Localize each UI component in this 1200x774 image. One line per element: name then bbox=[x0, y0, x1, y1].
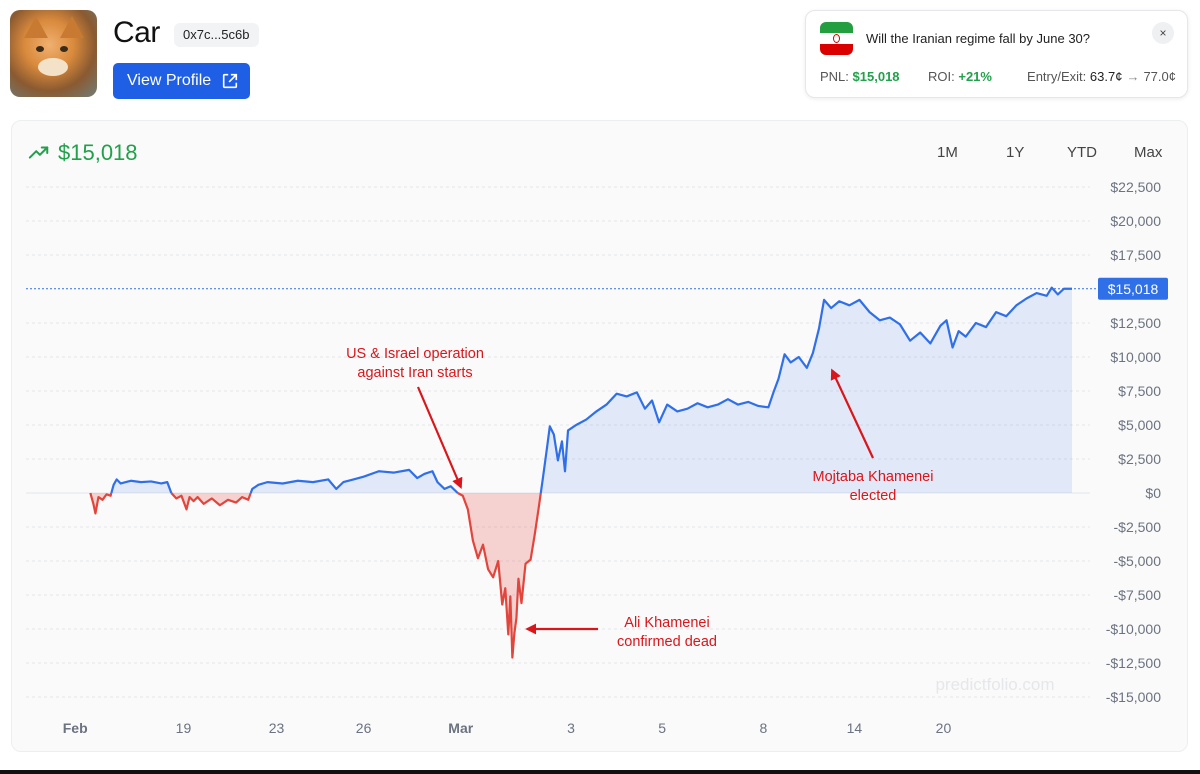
y-tick-label: -$5,000 bbox=[1114, 553, 1162, 569]
negative-line-segment bbox=[457, 492, 542, 659]
negative-line-segment bbox=[170, 492, 252, 511]
y-tick-label: $2,500 bbox=[1118, 451, 1161, 467]
close-icon[interactable]: × bbox=[1152, 22, 1174, 44]
current-value-label: $15,018 bbox=[1108, 281, 1159, 297]
pnl-label: PNL: bbox=[820, 69, 849, 84]
negative-area bbox=[171, 493, 251, 510]
y-tick-label: $0 bbox=[1145, 485, 1161, 501]
trending-up-icon bbox=[28, 146, 49, 159]
positive-area bbox=[540, 287, 1072, 493]
bottom-divider bbox=[0, 770, 1200, 774]
pnl-total: $15,018 bbox=[58, 140, 138, 165]
y-tick-label: $5,000 bbox=[1118, 417, 1161, 433]
annotation-text: against Iran starts bbox=[357, 365, 472, 381]
entry-exit-label: Entry/Exit: bbox=[1027, 69, 1087, 84]
y-tick-label: $22,500 bbox=[1110, 179, 1161, 195]
market-question[interactable]: Will the Iranian regime fall by June 30? bbox=[866, 31, 1091, 46]
annotation-text: US & Israel operation bbox=[346, 346, 484, 362]
y-tick-label: -$7,500 bbox=[1114, 587, 1162, 603]
exit-value: 77.0¢ bbox=[1143, 69, 1176, 84]
iran-flag-icon bbox=[820, 22, 853, 55]
roi-label: ROI: bbox=[928, 69, 955, 84]
annotation-text: Mojtaba Khamenei bbox=[813, 469, 934, 485]
pnl-header: $15,018 bbox=[28, 140, 138, 166]
y-tick-label: $12,500 bbox=[1110, 315, 1161, 331]
entry-value: 63.7¢ bbox=[1089, 69, 1123, 84]
annotation-arrow bbox=[416, 386, 463, 490]
x-tick-label: 14 bbox=[847, 720, 863, 736]
x-tick-label: 19 bbox=[176, 720, 192, 736]
negative-line-segment bbox=[89, 492, 113, 515]
pnl-value: $15,018 bbox=[852, 69, 900, 84]
chart-card: $15,018 1M 1Y YTD Max bbox=[11, 120, 1188, 752]
range-ytd-button[interactable]: YTD bbox=[1067, 144, 1097, 161]
y-tick-label: -$10,000 bbox=[1106, 621, 1161, 637]
x-tick-label: Mar bbox=[448, 720, 473, 736]
positive-area bbox=[250, 469, 458, 493]
x-tick-label: 3 bbox=[567, 720, 575, 736]
x-tick-label: 23 bbox=[269, 720, 285, 736]
range-1y-button[interactable]: 1Y bbox=[1006, 144, 1025, 161]
positive-line-segment bbox=[539, 286, 1072, 494]
market-card[interactable]: Will the Iranian regime fall by June 30?… bbox=[805, 10, 1188, 98]
wallet-address-badge[interactable]: 0x7c...5c6b bbox=[174, 23, 259, 47]
range-max-button[interactable]: Max bbox=[1134, 144, 1163, 161]
current-value-badge bbox=[1098, 277, 1168, 300]
annotation-text: Ali Khamenei bbox=[624, 615, 709, 631]
y-tick-label: -$2,500 bbox=[1114, 519, 1162, 535]
annotation-text: confirmed dead bbox=[617, 634, 717, 650]
watermark: predictfolio.com bbox=[935, 675, 1054, 694]
negative-area bbox=[457, 493, 541, 658]
y-tick-label: $7,500 bbox=[1118, 383, 1161, 399]
positive-line-segment bbox=[249, 468, 459, 494]
avatar bbox=[10, 10, 97, 97]
y-tick-label: -$12,500 bbox=[1106, 655, 1161, 671]
y-tick-label: $10,000 bbox=[1110, 349, 1161, 365]
x-tick-label: 5 bbox=[658, 720, 666, 736]
y-tick-label: $20,000 bbox=[1110, 213, 1161, 229]
range-1m-button[interactable]: 1M bbox=[937, 144, 958, 161]
positive-line-segment bbox=[110, 478, 173, 494]
roi-value: +21% bbox=[958, 69, 992, 84]
x-tick-label: 20 bbox=[936, 720, 952, 736]
view-profile-button[interactable]: View Profile bbox=[113, 63, 250, 99]
y-tick-label: -$15,000 bbox=[1106, 689, 1161, 705]
y-tick-label: $17,500 bbox=[1110, 247, 1161, 263]
profile-name: Car bbox=[113, 16, 160, 49]
x-tick-label: 26 bbox=[356, 720, 372, 736]
annotation-arrow bbox=[830, 368, 874, 459]
view-profile-label: View Profile bbox=[127, 72, 212, 89]
x-tick-label: 8 bbox=[759, 720, 767, 736]
external-link-icon bbox=[223, 73, 238, 89]
arrow-right-icon: → bbox=[1126, 69, 1140, 84]
annotation-text: elected bbox=[850, 488, 897, 504]
x-tick-label: Feb bbox=[63, 720, 88, 736]
